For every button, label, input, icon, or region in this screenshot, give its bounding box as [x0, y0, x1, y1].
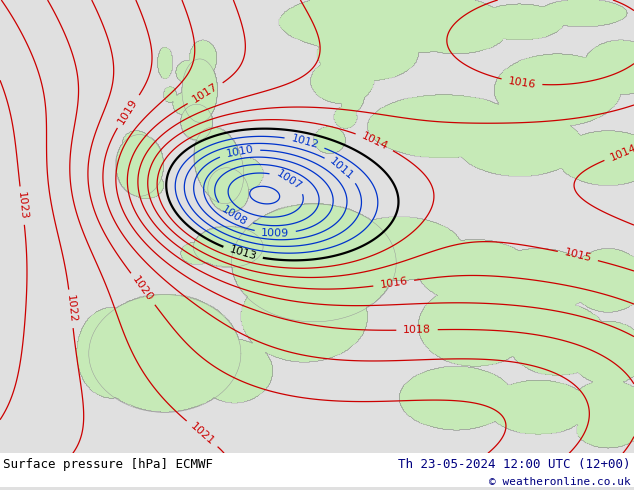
Text: Th 23-05-2024 12:00 UTC (12+00): Th 23-05-2024 12:00 UTC (12+00): [398, 458, 631, 471]
Text: 1021: 1021: [188, 421, 216, 447]
Text: 1016: 1016: [379, 276, 408, 291]
Text: 1016: 1016: [507, 75, 536, 90]
Text: 1018: 1018: [403, 325, 431, 335]
Text: 1017: 1017: [191, 82, 220, 105]
Text: 1009: 1009: [261, 227, 289, 238]
Text: 1019: 1019: [117, 97, 139, 126]
Text: 1014: 1014: [609, 143, 634, 163]
Text: 1008: 1008: [219, 204, 249, 227]
Text: 1015: 1015: [563, 247, 593, 264]
Text: Surface pressure [hPa] ECMWF: Surface pressure [hPa] ECMWF: [3, 458, 213, 471]
Text: 1011: 1011: [328, 156, 356, 182]
Text: 1010: 1010: [225, 144, 254, 159]
Text: 1023: 1023: [16, 191, 29, 220]
Text: 1013: 1013: [228, 245, 257, 262]
Text: © weatheronline.co.uk: © weatheronline.co.uk: [489, 477, 631, 487]
Text: 1020: 1020: [131, 275, 155, 303]
Text: 1022: 1022: [65, 294, 77, 323]
Text: 1014: 1014: [360, 131, 389, 152]
Text: 1012: 1012: [290, 133, 320, 150]
Text: 1007: 1007: [275, 169, 304, 192]
Bar: [0, 453, 634, 487]
